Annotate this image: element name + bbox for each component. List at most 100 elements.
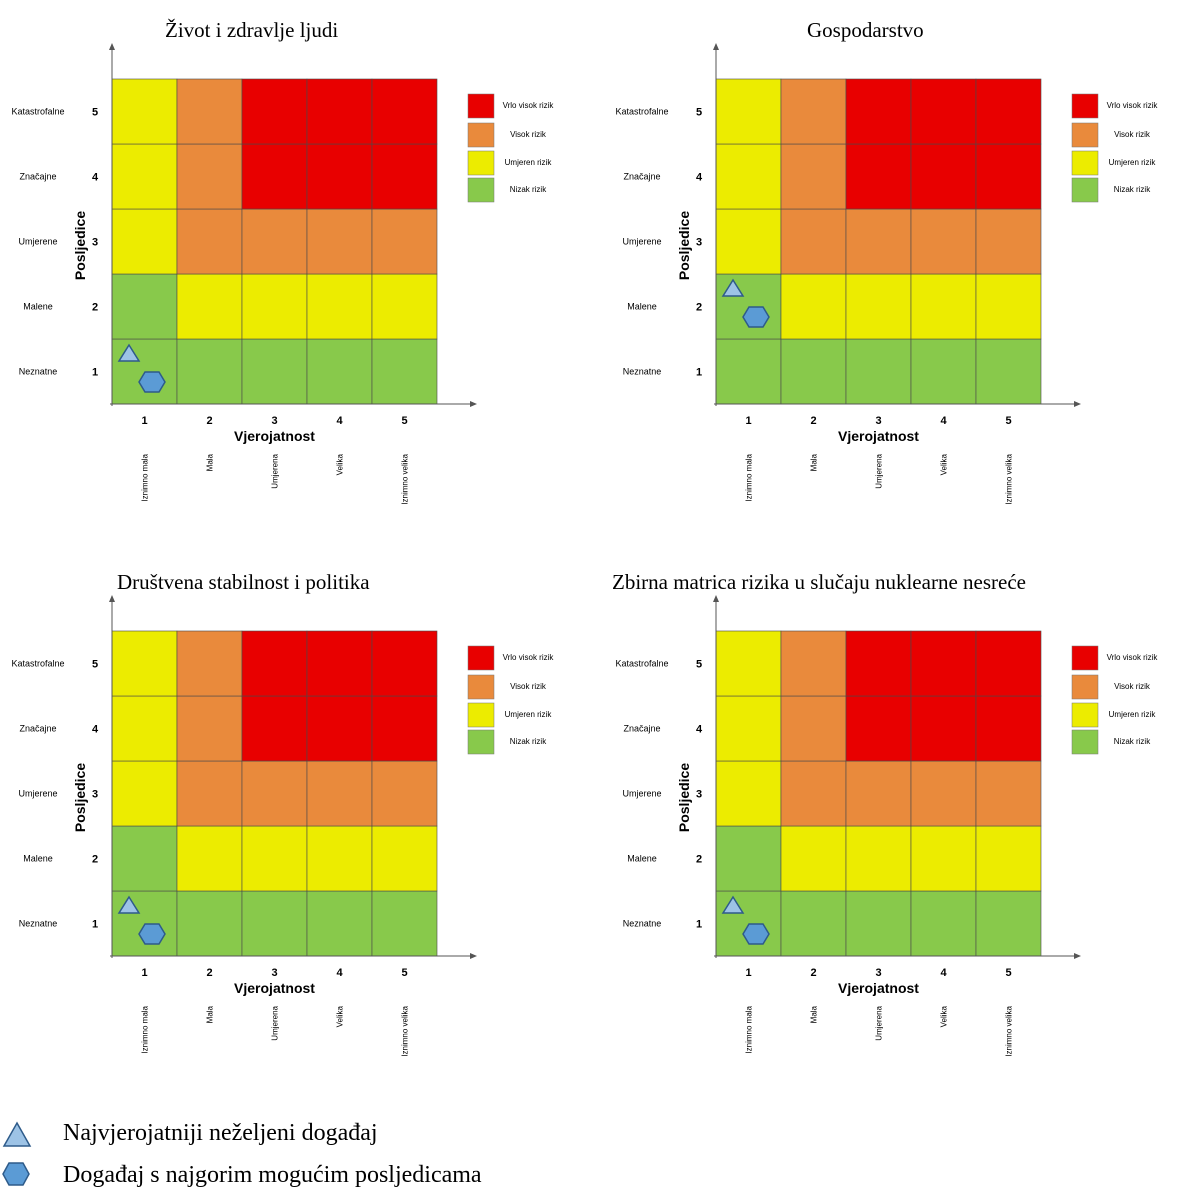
x-category-label: Umjerena [271, 1005, 280, 1040]
risk-matrix-svg: Neznatne 1 Malene 2 Umjerene 3 Značajne 4 Katast… [615, 43, 1159, 505]
legend-label: Visok rizik [510, 130, 547, 139]
risk-cell [176, 630, 243, 697]
risk-cell [176, 338, 243, 405]
y-category-label: Značajne [19, 724, 56, 734]
y-category-label: Značajne [623, 724, 660, 734]
y-tick-label: 5 [92, 659, 98, 671]
risk-cell [780, 208, 847, 275]
legend-swatch [1071, 150, 1099, 176]
x-tick-label: 1 [745, 415, 751, 427]
y-axis-arrow [109, 595, 115, 602]
risk-cell [975, 338, 1042, 405]
legend-label: Visok rizik [1114, 130, 1151, 139]
legend-label: Nizak rizik [510, 185, 547, 194]
triangle-marker [721, 895, 745, 914]
legend-label: Umjeren rizik [505, 158, 553, 167]
risk-cell [306, 695, 373, 762]
y-category-label: Neznatne [19, 919, 58, 929]
risk-cell [306, 630, 373, 697]
risk-cell [715, 143, 782, 210]
hexagon-marker [138, 371, 166, 393]
legend-swatch [467, 122, 495, 148]
y-axis-arrow [713, 595, 719, 602]
x-tick-label: 2 [206, 415, 212, 427]
triangle-marker [117, 343, 141, 362]
risk-cell [371, 338, 438, 405]
risk-cell [715, 825, 782, 892]
risk-cell [845, 273, 912, 340]
x-category-label: Mala [206, 1005, 215, 1023]
x-axis-title: Vjerojatnost [234, 980, 315, 996]
risk-cell [176, 760, 243, 827]
y-tick-label: 1 [696, 919, 702, 931]
legend-swatch [1071, 674, 1099, 700]
x-tick-label: 2 [810, 967, 816, 979]
triangle-icon [2, 1121, 32, 1147]
legend-label: Umjeren rizik [505, 710, 553, 719]
risk-cell [176, 825, 243, 892]
risk-cell [715, 760, 782, 827]
risk-cell [845, 890, 912, 957]
y-category-label: Značajne [623, 172, 660, 182]
x-category-label: Iznimno mala [745, 1005, 754, 1053]
x-tick-label: 2 [206, 967, 212, 979]
risk-cell [780, 890, 847, 957]
legend-swatch [1071, 702, 1099, 728]
risk-matrix-panel-1: Život i zdravlje ljudi Neznatne 1 Malene 2 U… [0, 0, 590, 552]
risk-cell [845, 208, 912, 275]
legend-swatch [467, 674, 495, 700]
risk-cell [241, 630, 308, 697]
y-tick-label: 2 [696, 854, 702, 866]
x-category-label: Iznimno velika [401, 1005, 410, 1056]
x-axis-title: Vjerojatnost [234, 428, 315, 444]
risk-cell [371, 890, 438, 957]
legend-label: Nizak rizik [1114, 185, 1151, 194]
risk-cell [910, 760, 977, 827]
risk-cell [845, 630, 912, 697]
y-category-label: Umjerene [18, 237, 57, 247]
y-tick-label: 4 [696, 724, 703, 736]
chart-title: Gospodarstvo [807, 18, 924, 42]
hexagon-icon [2, 1162, 30, 1186]
x-tick-label: 5 [1005, 967, 1011, 979]
risk-cell [176, 78, 243, 145]
risk-cell [780, 760, 847, 827]
risk-cell [306, 890, 373, 957]
y-tick-label: 3 [696, 237, 702, 249]
risk-cell [910, 695, 977, 762]
marker-legend: Najvjerojatniji neželjeni događaj Događa… [0, 1108, 700, 1198]
x-category-label: Iznimno mala [141, 453, 150, 501]
risk-matrix-svg: Neznatne 1 Malene 2 Umjerene 3 Značajne 4 Katast… [11, 595, 554, 1057]
risk-cell [111, 143, 178, 210]
y-category-label: Malene [23, 302, 53, 312]
risk-cell [241, 695, 308, 762]
risk-cell [975, 760, 1042, 827]
risk-cell [111, 760, 178, 827]
risk-cell [241, 143, 308, 210]
legend-label: Vrlo visok rizik [1107, 101, 1159, 110]
risk-cell [241, 338, 308, 405]
risk-cell [845, 338, 912, 405]
risk-cell [975, 695, 1042, 762]
x-category-label: Iznimno velika [401, 453, 410, 504]
legend-label: Visok rizik [1114, 682, 1151, 691]
y-category-label: Malene [23, 854, 53, 864]
risk-cell [780, 825, 847, 892]
y-tick-label: 3 [696, 789, 702, 801]
y-category-label: Umjerene [622, 237, 661, 247]
risk-cell [910, 143, 977, 210]
risk-cell [306, 78, 373, 145]
risk-cell [371, 825, 438, 892]
y-tick-label: 2 [92, 854, 98, 866]
risk-matrix-svg: Neznatne 1 Malene 2 Umjerene 3 Značajne 4 Katast… [11, 43, 554, 505]
x-category-label: Umjerena [875, 453, 884, 488]
y-category-label: Neznatne [623, 919, 662, 929]
y-tick-label: 2 [92, 302, 98, 314]
x-category-label: Velika [336, 1005, 345, 1027]
risk-cell [910, 630, 977, 697]
y-tick-label: 4 [696, 172, 703, 184]
x-axis-arrow [1074, 953, 1081, 959]
risk-cell [306, 273, 373, 340]
legend-swatch [1071, 93, 1099, 119]
y-axis-arrow [109, 43, 115, 50]
